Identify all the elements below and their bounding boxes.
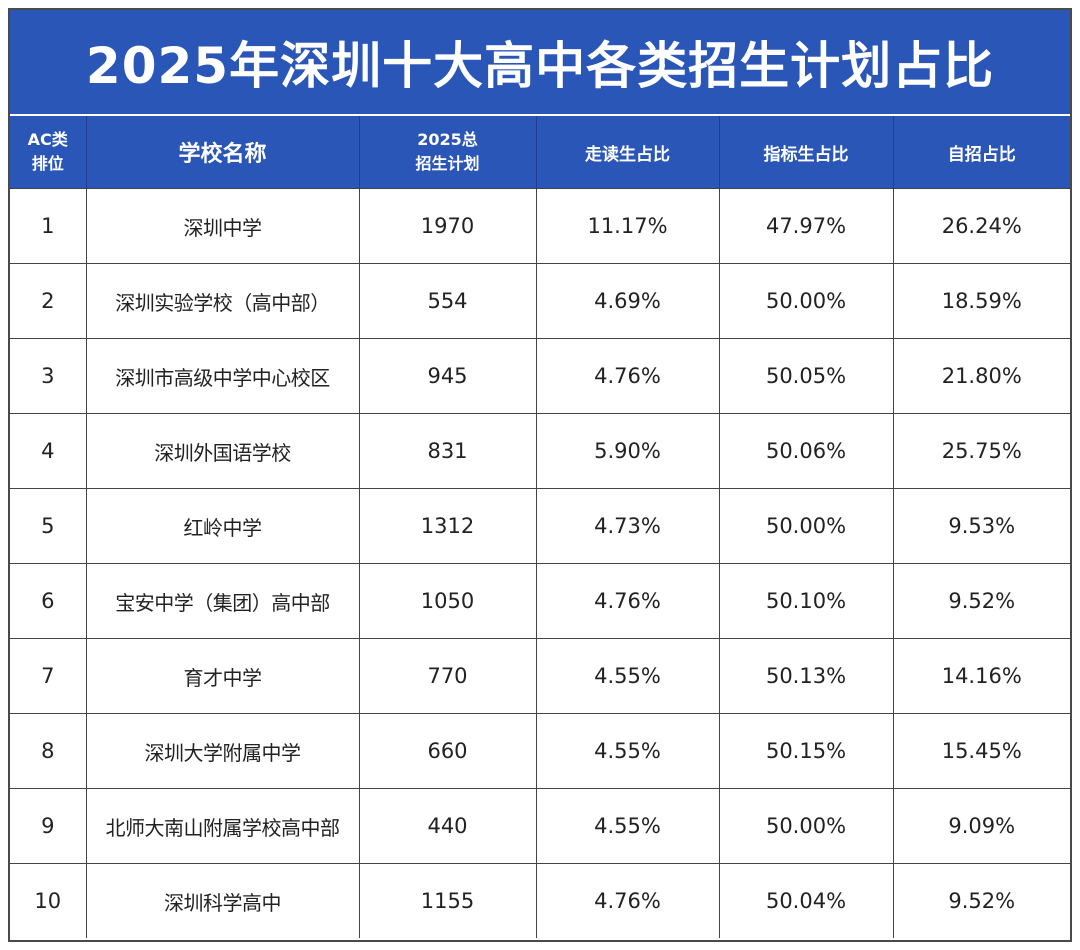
cell-self-ratio: 18.59% bbox=[893, 263, 1070, 339]
cell-quota-ratio: 50.05% bbox=[719, 338, 894, 414]
cell-rank: 6 bbox=[10, 563, 87, 639]
table-row: 7 育才中学 770 4.55% 50.13% 14.16% bbox=[10, 638, 1070, 714]
cell-school-name: 深圳外国语学校 bbox=[86, 413, 360, 489]
table-row: 5 红岭中学 1312 4.73% 50.00% 9.53% bbox=[10, 488, 1070, 564]
cell-quota-ratio: 47.97% bbox=[719, 188, 894, 264]
header-total-line1: 2025总 bbox=[417, 130, 478, 149]
header-total: 2025总 招生计划 bbox=[359, 116, 537, 189]
cell-total-plan: 1970 bbox=[359, 188, 537, 264]
cell-rank: 5 bbox=[10, 488, 87, 564]
cell-quota-ratio: 50.15% bbox=[719, 713, 894, 789]
cell-self-ratio: 9.09% bbox=[893, 788, 1070, 864]
table-row: 10 深圳科学高中 1155 4.76% 50.04% 9.52% bbox=[10, 863, 1070, 938]
cell-walk-ratio: 4.55% bbox=[536, 713, 720, 789]
table-row: 4 深圳外国语学校 831 5.90% 50.06% 25.75% bbox=[10, 413, 1070, 489]
header-self-ratio: 自招占比 bbox=[893, 116, 1070, 189]
cell-total-plan: 660 bbox=[359, 713, 537, 789]
header-total-line2: 招生计划 bbox=[415, 154, 480, 173]
cell-total-plan: 770 bbox=[359, 638, 537, 714]
cell-rank: 3 bbox=[10, 338, 87, 414]
table-row: 2 深圳实验学校（高中部） 554 4.69% 50.00% 18.59% bbox=[10, 263, 1070, 339]
enrollment-table-sheet: 2025年深圳十大高中各类招生计划占比 AC类 排位 学校名称 2025总 招生… bbox=[8, 8, 1072, 942]
cell-self-ratio: 9.52% bbox=[893, 863, 1070, 938]
cell-school-name: 深圳中学 bbox=[86, 188, 360, 264]
header-walk-ratio: 走读生占比 bbox=[536, 116, 720, 189]
cell-quota-ratio: 50.06% bbox=[719, 413, 894, 489]
cell-school-name: 深圳大学附属中学 bbox=[86, 713, 360, 789]
cell-total-plan: 945 bbox=[359, 338, 537, 414]
cell-total-plan: 831 bbox=[359, 413, 537, 489]
cell-walk-ratio: 4.76% bbox=[536, 863, 720, 938]
header-school: 学校名称 bbox=[86, 116, 360, 189]
cell-school-name: 宝安中学（集团）高中部 bbox=[86, 563, 360, 639]
cell-quota-ratio: 50.00% bbox=[719, 788, 894, 864]
enrollment-table: AC类 排位 学校名称 2025总 招生计划 走读生占比 指标生占比 自招占比 … bbox=[10, 116, 1070, 938]
cell-quota-ratio: 50.13% bbox=[719, 638, 894, 714]
cell-quota-ratio: 50.00% bbox=[719, 263, 894, 339]
cell-total-plan: 1155 bbox=[359, 863, 537, 938]
table-row: 3 深圳市高级中学中心校区 945 4.76% 50.05% 21.80% bbox=[10, 338, 1070, 414]
table-row: 1 深圳中学 1970 11.17% 47.97% 26.24% bbox=[10, 188, 1070, 264]
cell-school-name: 育才中学 bbox=[86, 638, 360, 714]
cell-quota-ratio: 50.00% bbox=[719, 488, 894, 564]
cell-walk-ratio: 11.17% bbox=[536, 188, 720, 264]
cell-total-plan: 1050 bbox=[359, 563, 537, 639]
cell-walk-ratio: 4.73% bbox=[536, 488, 720, 564]
cell-rank: 10 bbox=[10, 863, 87, 938]
cell-walk-ratio: 4.69% bbox=[536, 263, 720, 339]
cell-rank: 4 bbox=[10, 413, 87, 489]
cell-self-ratio: 26.24% bbox=[893, 188, 1070, 264]
cell-school-name: 北师大南山附属学校高中部 bbox=[86, 788, 360, 864]
cell-self-ratio: 9.52% bbox=[893, 563, 1070, 639]
table-body: 1 深圳中学 1970 11.17% 47.97% 26.24% 2 深圳实验学校（高中部） 5… bbox=[10, 188, 1070, 938]
cell-self-ratio: 21.80% bbox=[893, 338, 1070, 414]
cell-rank: 9 bbox=[10, 788, 87, 864]
page-title: 2025年深圳十大高中各类招生计划占比 bbox=[10, 10, 1070, 116]
header-rank-line1: AC类 bbox=[27, 130, 68, 149]
cell-self-ratio: 14.16% bbox=[893, 638, 1070, 714]
cell-self-ratio: 15.45% bbox=[893, 713, 1070, 789]
cell-rank: 8 bbox=[10, 713, 87, 789]
cell-walk-ratio: 4.55% bbox=[536, 788, 720, 864]
cell-school-name: 深圳科学高中 bbox=[86, 863, 360, 938]
cell-rank: 2 bbox=[10, 263, 87, 339]
cell-rank: 7 bbox=[10, 638, 87, 714]
cell-walk-ratio: 5.90% bbox=[536, 413, 720, 489]
cell-school-name: 红岭中学 bbox=[86, 488, 360, 564]
cell-rank: 1 bbox=[10, 188, 87, 264]
cell-self-ratio: 25.75% bbox=[893, 413, 1070, 489]
cell-total-plan: 440 bbox=[359, 788, 537, 864]
table-header-row: AC类 排位 学校名称 2025总 招生计划 走读生占比 指标生占比 自招占比 bbox=[10, 116, 1070, 189]
cell-self-ratio: 9.53% bbox=[893, 488, 1070, 564]
cell-school-name: 深圳实验学校（高中部） bbox=[86, 263, 360, 339]
header-rank: AC类 排位 bbox=[10, 116, 87, 189]
cell-total-plan: 554 bbox=[359, 263, 537, 339]
table-row: 8 深圳大学附属中学 660 4.55% 50.15% 15.45% bbox=[10, 713, 1070, 789]
cell-walk-ratio: 4.76% bbox=[536, 338, 720, 414]
header-quota-ratio: 指标生占比 bbox=[719, 116, 894, 189]
cell-total-plan: 1312 bbox=[359, 488, 537, 564]
header-rank-line2: 排位 bbox=[31, 154, 64, 173]
table-row: 9 北师大南山附属学校高中部 440 4.55% 50.00% 9.09% bbox=[10, 788, 1070, 864]
cell-quota-ratio: 50.10% bbox=[719, 563, 894, 639]
cell-school-name: 深圳市高级中学中心校区 bbox=[86, 338, 360, 414]
cell-walk-ratio: 4.76% bbox=[536, 563, 720, 639]
table-row: 6 宝安中学（集团）高中部 1050 4.76% 50.10% 9.52% bbox=[10, 563, 1070, 639]
cell-quota-ratio: 50.04% bbox=[719, 863, 894, 938]
cell-walk-ratio: 4.55% bbox=[536, 638, 720, 714]
